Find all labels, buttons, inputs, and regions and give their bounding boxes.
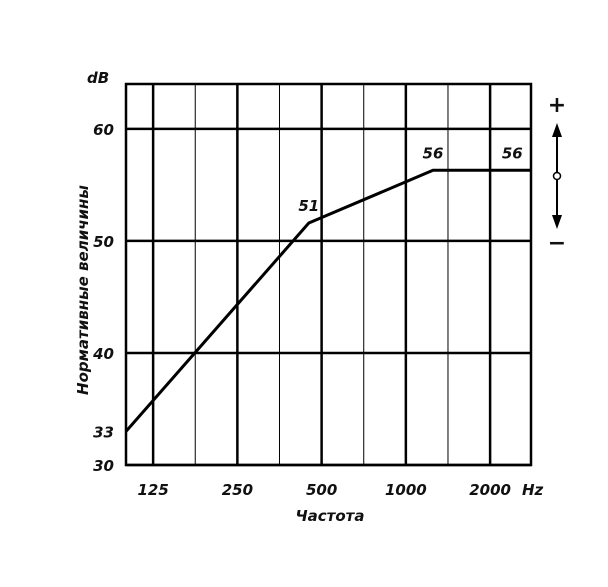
y-tick-label: 40 (92, 345, 114, 363)
y-tick-label: 30 (93, 457, 114, 475)
x-axis-title: Частота (296, 507, 365, 525)
data-label: 51 (298, 197, 319, 215)
y-tick-labels: 30 40 50 60 (92, 121, 114, 475)
y-tick-label: 50 (93, 233, 114, 251)
data-label: 56 (502, 144, 523, 162)
x-tick-label: 1000 (385, 481, 427, 499)
x-tick-labels: 125 250 500 1000 2000 (137, 481, 511, 499)
arrow-down-icon (552, 215, 562, 229)
tolerance-indicator: + − (548, 93, 566, 256)
data-label: 56 (423, 144, 444, 162)
y-tick-label: 60 (93, 121, 114, 139)
data-label: 33 (93, 423, 114, 441)
x-tick-label: 125 (137, 481, 168, 499)
x-unit-label: Hz (522, 481, 544, 499)
x-tick-label: 2000 (469, 481, 511, 499)
y-unit-label: dB (87, 69, 109, 87)
plot-frame (124, 82, 533, 467)
x-tick-label: 250 (222, 481, 253, 499)
arrow-up-icon (552, 123, 562, 137)
series-line-0 (124, 168, 531, 433)
minus-sign: − (548, 231, 566, 256)
indicator-dot (552, 171, 562, 181)
x-tick-label: 500 (306, 481, 337, 499)
series (124, 168, 531, 433)
plus-sign: + (548, 93, 566, 118)
annotations: 33 51 56 56 (93, 144, 523, 441)
y-axis-title: Нормативные величины (74, 185, 92, 395)
grid (126, 84, 531, 467)
